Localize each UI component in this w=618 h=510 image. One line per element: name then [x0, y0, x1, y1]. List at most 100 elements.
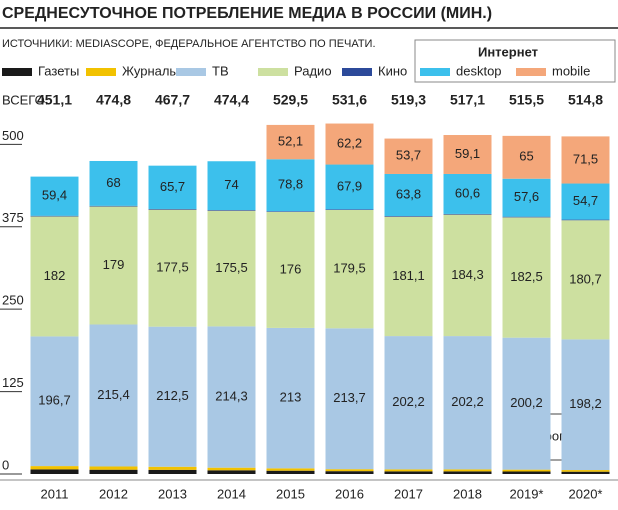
- total-label: 529,5: [273, 92, 308, 108]
- bar-segment: [207, 467, 256, 471]
- bar-segment: [561, 470, 610, 472]
- bar-segment: [148, 466, 197, 470]
- x-tick-label: 2011: [41, 486, 69, 501]
- data-label: 59,1: [455, 146, 480, 161]
- bar-segment: [266, 124, 315, 160]
- bar-segment: [384, 471, 433, 474]
- legend-swatch: [176, 68, 206, 76]
- bar-segment: [30, 215, 79, 217]
- bar-segment: [325, 469, 374, 472]
- data-label: 63,8: [396, 186, 421, 201]
- bar-segment: [443, 135, 492, 174]
- bar-segment: [325, 209, 374, 210]
- bar-segment: [502, 217, 551, 338]
- x-tick-label: 2014: [217, 486, 246, 501]
- bar-segment: [266, 468, 315, 471]
- bar-segment: [207, 470, 256, 474]
- data-label: 53,7: [396, 148, 421, 163]
- legend-label: ТВ: [212, 63, 229, 78]
- bar-segment: [207, 326, 256, 468]
- bar-segment: [443, 469, 492, 472]
- legend-swatch: [516, 68, 546, 76]
- bar-segment: [148, 208, 197, 210]
- data-label: 65: [519, 149, 533, 164]
- bar-segment: [89, 324, 138, 467]
- bar-segment: [561, 183, 610, 220]
- x-tick-label: 2020*: [569, 486, 603, 501]
- data-label: 78,8: [278, 177, 303, 192]
- bar-segment: [502, 135, 551, 179]
- bar-segment: [443, 336, 492, 470]
- data-label: 52,1: [278, 134, 303, 149]
- data-label: 71,5: [573, 151, 598, 166]
- data-label: 68: [106, 175, 120, 190]
- total-label: 517,1: [450, 92, 485, 108]
- data-label: 179: [103, 257, 125, 272]
- bar-segment: [30, 216, 79, 337]
- bar-segment: [266, 211, 315, 328]
- data-label: 184,3: [451, 267, 484, 282]
- data-label: 180,7: [569, 271, 602, 286]
- data-label: 212,5: [156, 388, 189, 403]
- data-label: 202,2: [451, 394, 484, 409]
- bar-segment: [502, 337, 551, 470]
- bar-segment: [561, 220, 610, 340]
- bar-segment: [207, 161, 256, 211]
- legend-label: mobile: [552, 63, 590, 78]
- total-label: 515,5: [509, 92, 544, 108]
- data-label: 198,2: [569, 396, 602, 411]
- legend-swatch: [86, 68, 116, 76]
- bar-segment: [443, 213, 492, 215]
- data-label: 214,3: [215, 388, 248, 403]
- y-tick-label: 375: [2, 210, 24, 225]
- data-label: 175,5: [215, 260, 248, 275]
- bar-segment: [207, 210, 256, 211]
- bar-segment: [561, 219, 610, 221]
- bar-segment: [325, 123, 374, 165]
- legend-swatch: [420, 68, 450, 76]
- legend-group-label: Интернет: [478, 44, 538, 59]
- legend-group-box: [414, 39, 616, 83]
- x-tick-label: 2018: [453, 486, 482, 501]
- bar-segment: [502, 178, 551, 217]
- total-label: 531,6: [332, 92, 367, 108]
- data-label: 57,6: [514, 189, 539, 204]
- y-tick-label: 250: [2, 293, 24, 308]
- y-tick-label: 500: [2, 128, 24, 143]
- x-tick-label: 2013: [158, 486, 187, 501]
- x-tick-label: 2016: [335, 486, 364, 501]
- bar-segment: [502, 469, 551, 472]
- bar-segment: [325, 471, 374, 474]
- data-label: 182,5: [510, 269, 543, 284]
- data-label: 177,5: [156, 260, 189, 275]
- bar-segment: [384, 469, 433, 472]
- bar-segment: [148, 209, 197, 327]
- x-tick-label: 2017: [394, 486, 423, 501]
- bar-segment: [384, 216, 433, 217]
- legend-swatch: [342, 68, 372, 76]
- bar-segment: [502, 216, 551, 218]
- bar-segment: [89, 466, 138, 470]
- bar-segment: [561, 471, 610, 474]
- bar-segment: [384, 216, 433, 337]
- total-label: 474,8: [96, 92, 131, 108]
- legend-label: Журналы: [122, 63, 179, 78]
- bar-segment: [443, 214, 492, 337]
- total-label: 451,1: [37, 92, 72, 108]
- data-label: 65,7: [160, 179, 185, 194]
- bar-segment: [384, 173, 433, 217]
- data-label: 54,7: [573, 193, 598, 208]
- data-label: 179,5: [333, 261, 366, 276]
- data-label: 213,7: [333, 390, 366, 405]
- total-label: 519,3: [391, 92, 426, 108]
- total-label: 514,8: [568, 92, 603, 108]
- x-tick-label: 2019*: [510, 486, 544, 501]
- bar-segment: [443, 173, 492, 214]
- data-label: 62,2: [337, 135, 362, 150]
- bar-segment: [30, 336, 79, 467]
- bar-segment: [384, 138, 433, 174]
- data-label: 176: [280, 261, 302, 276]
- bar-segment: [30, 176, 79, 216]
- bar-segment: [207, 210, 256, 327]
